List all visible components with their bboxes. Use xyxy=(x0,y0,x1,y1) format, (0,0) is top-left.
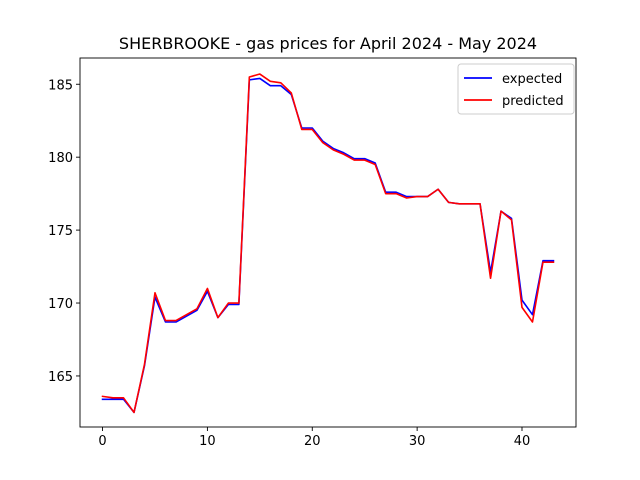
y-tick-label: 180 xyxy=(48,151,73,166)
chart-title: SHERBROOKE - gas prices for April 2024 -… xyxy=(119,34,537,53)
x-tick-label: 10 xyxy=(199,434,216,449)
axes-frame xyxy=(79,57,577,428)
series-line-predicted xyxy=(101,73,555,414)
y-tick-label: 170 xyxy=(48,297,73,312)
x-tick-label: 0 xyxy=(98,434,106,449)
legend: expected predicted xyxy=(457,63,575,115)
x-tick-label: 30 xyxy=(409,434,426,449)
y-tick-label: 185 xyxy=(48,78,73,93)
x-tick-label: 20 xyxy=(304,434,321,449)
x-tick-label: 40 xyxy=(514,434,531,449)
y-tick-label: 175 xyxy=(48,224,73,239)
legend-box xyxy=(457,63,575,115)
y-tick-label: 165 xyxy=(48,370,73,385)
plot-area: 0 10 20 30 40 165 170 175 180 185 xyxy=(48,57,577,449)
legend-label-expected: expected xyxy=(502,72,562,87)
legend-label-predicted: predicted xyxy=(502,94,564,109)
